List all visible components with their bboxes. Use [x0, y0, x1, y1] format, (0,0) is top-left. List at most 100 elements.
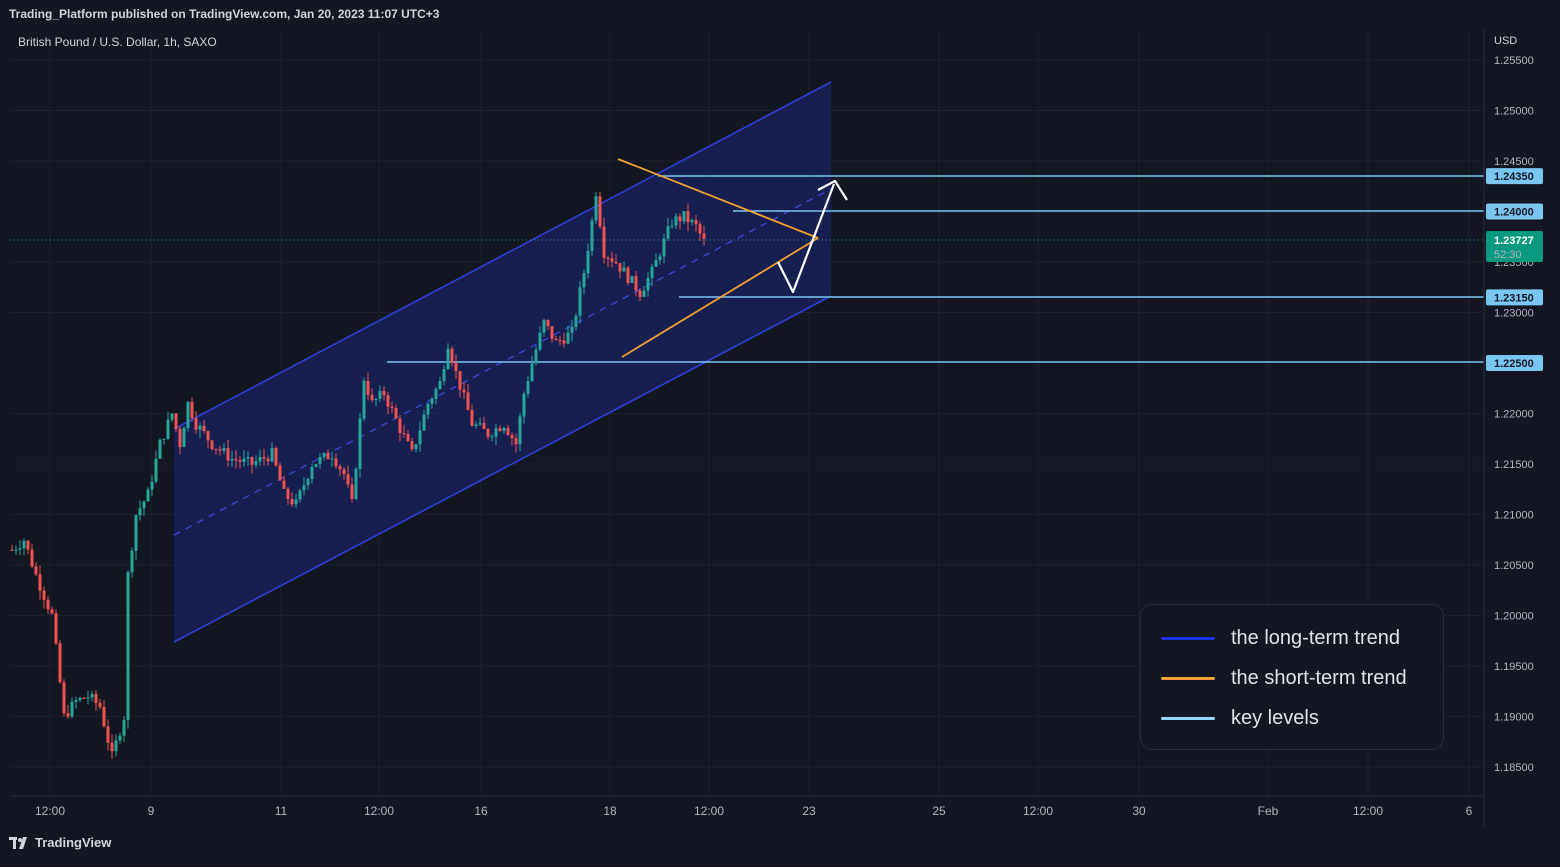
candle-body	[42, 590, 46, 600]
candle-body	[510, 435, 514, 439]
candle-body	[242, 458, 246, 462]
candle-body	[266, 458, 270, 462]
candle-body	[566, 332, 570, 344]
key-level-badge	[1486, 168, 1543, 185]
candle-body	[534, 349, 538, 364]
candle-body	[346, 474, 350, 485]
candle-body	[94, 694, 98, 704]
candle-body	[102, 706, 106, 727]
candle-body	[146, 489, 150, 502]
x-tick-label: 12:00	[1023, 804, 1053, 818]
candle-body	[222, 447, 226, 451]
candle-body	[54, 613, 58, 644]
legend-swatch-short-term	[1161, 677, 1215, 680]
channel-upper-line[interactable]	[173, 81, 832, 430]
candle-body	[562, 340, 566, 344]
candle-body	[286, 488, 290, 500]
candle-body	[58, 643, 62, 683]
candle-body	[210, 440, 214, 449]
candle-body	[122, 719, 126, 736]
candle-body	[622, 267, 626, 272]
key-level-badge	[1486, 203, 1543, 220]
candle-body	[450, 348, 454, 363]
price-axis-currency: USD	[1494, 35, 1518, 47]
candle-body	[90, 694, 94, 698]
y-tick-label: 1.22000	[1494, 409, 1534, 421]
channel-lower-line[interactable]	[173, 295, 832, 643]
candle-body	[82, 697, 86, 699]
candle-body	[34, 566, 38, 575]
short-trend-upper-line[interactable]	[617, 158, 819, 239]
candle-body	[14, 549, 18, 551]
candle-body	[366, 380, 370, 395]
candle-body	[650, 266, 654, 279]
y-tick-label: 1.23000	[1494, 308, 1534, 320]
y-tick-label: 1.18500	[1494, 762, 1534, 774]
candle-body	[670, 225, 674, 227]
candle-body	[498, 428, 502, 432]
bar-countdown: 52:30	[1494, 249, 1522, 261]
candle-body	[410, 441, 414, 450]
candle-body	[662, 238, 666, 257]
legend-label-short-term: the short-term trend	[1231, 667, 1407, 689]
candle-body	[30, 549, 34, 567]
trend-legend: the long-term trend the short-term trend…	[1140, 604, 1444, 750]
candle-body	[362, 380, 366, 419]
candle-body	[578, 287, 582, 316]
candle-body	[10, 549, 14, 551]
projection-path[interactable]	[777, 183, 836, 294]
candle-body	[646, 278, 650, 291]
candle-body	[462, 389, 466, 393]
candle-body	[230, 458, 234, 461]
candle-body	[166, 419, 170, 439]
candle-body	[530, 363, 534, 382]
candle-body	[218, 449, 222, 451]
candle-body	[290, 499, 294, 505]
time-axis[interactable]: 12:00 9 11 12:00 16 18 12:00 23 25 12:00 30 Feb 12:0…	[35, 804, 1473, 818]
price-axis[interactable]: 1.255001.250001.245001.235001.230001.220…	[1494, 55, 1534, 774]
x-tick-label: 23	[802, 804, 816, 818]
candle-body	[654, 259, 658, 267]
candle-body	[690, 220, 694, 223]
candle-body	[74, 700, 78, 702]
candle-body	[546, 319, 550, 327]
candle-body	[358, 418, 362, 470]
candle-body	[250, 457, 254, 465]
candle-body	[390, 406, 394, 409]
candle-body	[422, 414, 426, 431]
candle-body	[154, 458, 158, 482]
candle-body	[22, 540, 26, 549]
candle-body	[382, 391, 386, 396]
candle-body	[174, 413, 178, 429]
candle-body	[106, 726, 110, 743]
candle-body	[458, 371, 462, 390]
y-tick-label: 1.24500	[1494, 156, 1534, 168]
x-tick-label: 18	[603, 804, 617, 818]
symbol-title[interactable]: British Pound / U.S. Dollar, 1h, SAXO	[18, 35, 217, 49]
footer-brand-label: TradingView	[35, 835, 112, 850]
current-price-value: 1.23727	[1494, 235, 1534, 247]
candle-body	[414, 444, 418, 450]
candle-body	[658, 256, 662, 260]
key-level-labels: 1.24350 1.24000 1.23150 1.22500	[1486, 168, 1543, 371]
candle-body	[170, 413, 174, 420]
candle-body	[494, 428, 498, 437]
key-level-value: 1.23150	[1494, 292, 1534, 304]
candle-body	[674, 216, 678, 226]
candle-body	[538, 332, 542, 350]
candle-body	[118, 735, 122, 741]
y-tick-label: 1.25500	[1494, 55, 1534, 67]
x-tick-label: 12:00	[694, 804, 724, 818]
candle-body	[98, 703, 102, 707]
candle-body	[626, 267, 630, 283]
candle-body	[310, 467, 314, 480]
tradingview-brand[interactable]: TradingView	[9, 835, 111, 850]
candle-body	[474, 424, 478, 426]
candle-body	[682, 211, 686, 222]
key-level-value: 1.22500	[1494, 358, 1534, 370]
publisher-info: Trading_Platform published on TradingVie…	[9, 7, 440, 21]
candle-body	[246, 457, 250, 459]
short-trend-lower-line[interactable]	[621, 237, 819, 358]
candle-body	[178, 428, 182, 448]
